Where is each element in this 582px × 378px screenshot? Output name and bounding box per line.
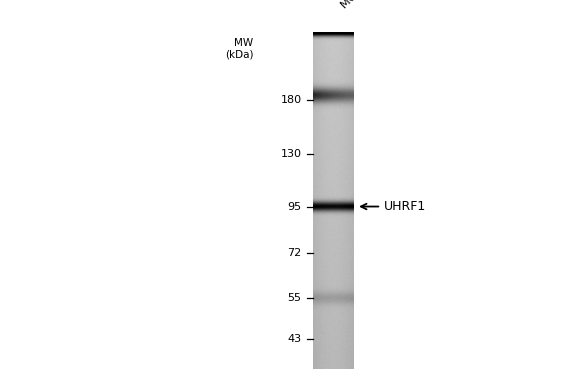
Text: 55: 55 [288, 293, 301, 303]
Text: 72: 72 [288, 248, 301, 258]
Text: MW
(kDa): MW (kDa) [225, 38, 253, 59]
Text: 43: 43 [288, 334, 301, 344]
Text: UHRF1: UHRF1 [384, 200, 427, 213]
Text: Mouse testis: Mouse testis [339, 0, 396, 11]
Text: 95: 95 [288, 201, 301, 212]
Text: 180: 180 [281, 95, 301, 105]
Text: 130: 130 [281, 149, 301, 159]
